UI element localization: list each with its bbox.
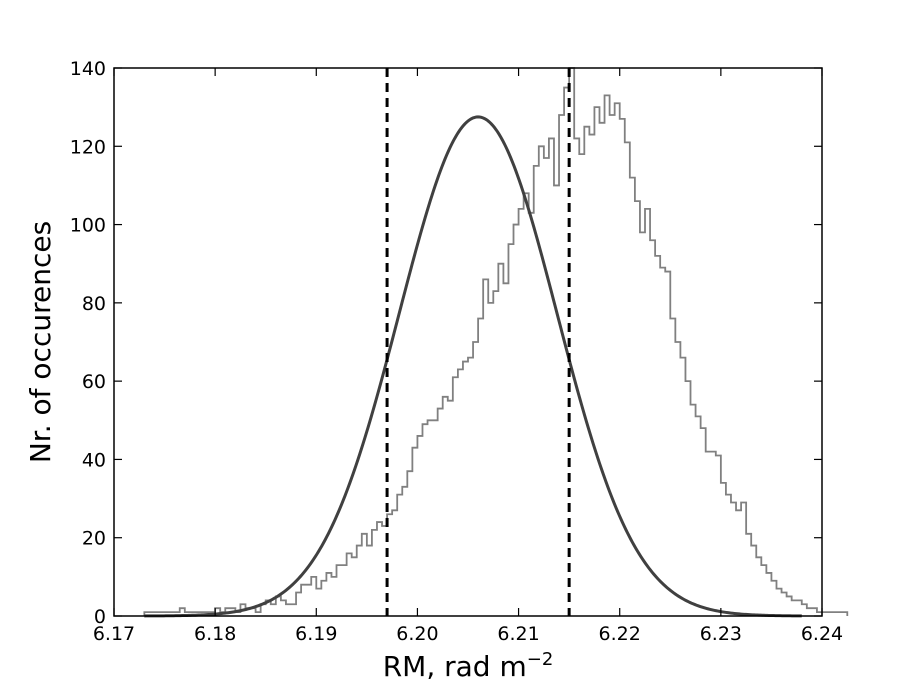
y-tick-label: 0 — [94, 606, 106, 628]
gaussian-fit-line — [144, 115, 802, 618]
x-axis-title: RM, rad m−2 — [383, 649, 554, 683]
y-tick-label: 60 — [82, 371, 106, 393]
histogram-steps — [143, 67, 849, 616]
x-tick-label: 6.23 — [700, 623, 742, 645]
y-axis: 0 20 40 60 80 100 120 140 — [70, 58, 822, 628]
y-tick-label: 20 — [82, 528, 106, 550]
x-tick-label: 6.18 — [194, 623, 236, 645]
y-tick-label: 100 — [70, 215, 106, 237]
x-axis: 6.17 6.18 6.19 6.20 6.21 6.22 6.23 6.24 — [93, 68, 843, 645]
y-tick-label: 120 — [70, 136, 106, 158]
y-tick-label: 140 — [70, 58, 106, 80]
y-tick-label: 80 — [82, 293, 106, 315]
x-tick-label: 6.21 — [497, 623, 539, 645]
histogram-layer — [143, 67, 849, 616]
x-tick-label: 6.20 — [396, 623, 438, 645]
y-axis-title: Nr. of occurences — [24, 221, 57, 463]
x-tick-label: 6.17 — [93, 623, 135, 645]
x-tick-label: 6.19 — [295, 623, 337, 645]
x-tick-label: 6.22 — [599, 623, 641, 645]
y-tick-label: 40 — [82, 449, 106, 471]
marker-layer — [385, 68, 571, 616]
x-tick-label: 6.24 — [801, 623, 843, 645]
x-axis-title-superscript: −2 — [527, 649, 554, 670]
plot-frame — [113, 67, 823, 617]
fit-layer — [144, 115, 802, 618]
